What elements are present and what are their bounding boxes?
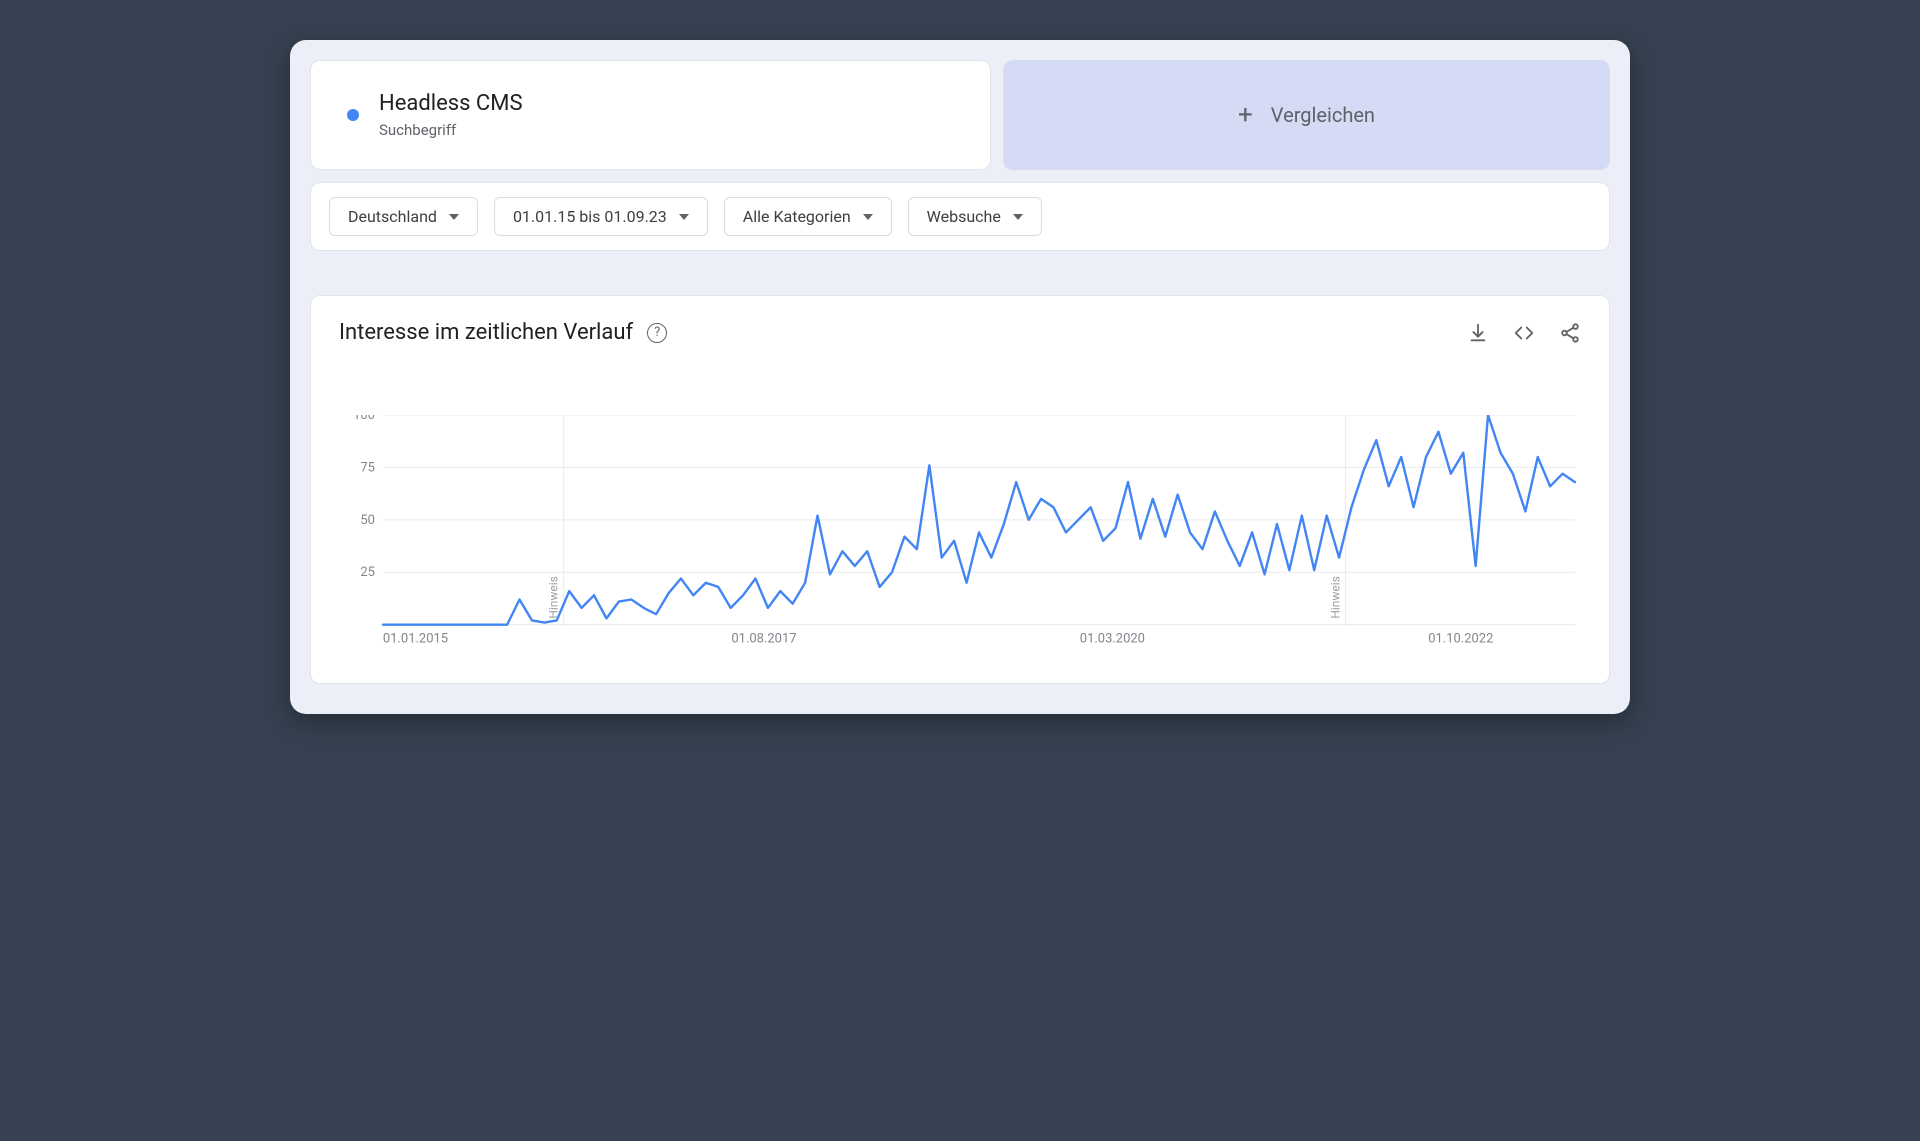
timerange-select[interactable]: 01.01.15 bis 01.09.23 bbox=[494, 197, 708, 236]
compare-row: Headless CMS Suchbegriff + Vergleichen bbox=[290, 40, 1630, 170]
share-icon[interactable] bbox=[1559, 322, 1581, 344]
svg-text:50: 50 bbox=[360, 513, 375, 528]
svg-text:01.10.2022: 01.10.2022 bbox=[1428, 632, 1493, 647]
timerange-label: 01.01.15 bis 01.09.23 bbox=[513, 207, 667, 226]
embed-icon[interactable] bbox=[1513, 322, 1535, 344]
svg-text:Hinweis: Hinweis bbox=[1328, 577, 1342, 620]
search-type-select[interactable]: Websuche bbox=[908, 197, 1042, 236]
svg-text:01.08.2017: 01.08.2017 bbox=[731, 632, 796, 647]
search-term-subtitle: Suchbegriff bbox=[379, 121, 523, 139]
chart-title: Interesse im zeitlichen Verlauf bbox=[339, 320, 633, 345]
filter-bar: Deutschland 01.01.15 bis 01.09.23 Alle K… bbox=[310, 182, 1610, 251]
search-type-label: Websuche bbox=[927, 207, 1001, 226]
svg-text:25: 25 bbox=[360, 566, 375, 581]
region-label: Deutschland bbox=[348, 207, 437, 226]
line-chart: 25 50 75 100 Hinweis Hinweis 01.01.2015 01.08.2… bbox=[339, 415, 1581, 655]
search-term-card[interactable]: Headless CMS Suchbegriff bbox=[310, 60, 991, 170]
chevron-down-icon bbox=[449, 214, 459, 220]
chevron-down-icon bbox=[679, 214, 689, 220]
chevron-down-icon bbox=[1013, 214, 1023, 220]
help-icon[interactable]: ? bbox=[647, 323, 667, 343]
chart-actions bbox=[1467, 322, 1581, 344]
category-select[interactable]: Alle Kategorien bbox=[724, 197, 892, 236]
download-icon[interactable] bbox=[1467, 322, 1489, 344]
svg-text:01.03.2020: 01.03.2020 bbox=[1080, 632, 1145, 647]
plus-icon: + bbox=[1238, 102, 1253, 128]
search-term-title: Headless CMS bbox=[379, 91, 523, 117]
chart-header: Interesse im zeitlichen Verlauf ? bbox=[339, 320, 1581, 345]
svg-text:Hinweis: Hinweis bbox=[547, 577, 561, 620]
chart-body: 25 50 75 100 Hinweis Hinweis 01.01.2015 01.08.2… bbox=[339, 415, 1581, 655]
interest-over-time-card: Interesse im zeitlichen Verlauf ? 25 50 75… bbox=[310, 295, 1610, 684]
region-select[interactable]: Deutschland bbox=[329, 197, 478, 236]
svg-text:01.01.2015: 01.01.2015 bbox=[383, 632, 448, 647]
search-term-text: Headless CMS Suchbegriff bbox=[379, 91, 523, 139]
category-label: Alle Kategorien bbox=[743, 207, 851, 226]
compare-label: Vergleichen bbox=[1271, 103, 1375, 127]
trends-app-frame: Headless CMS Suchbegriff + Vergleichen D… bbox=[290, 40, 1630, 714]
chevron-down-icon bbox=[863, 214, 873, 220]
svg-text:75: 75 bbox=[360, 461, 375, 476]
add-compare-button[interactable]: + Vergleichen bbox=[1003, 60, 1610, 170]
series-color-dot bbox=[347, 109, 359, 121]
svg-text:100: 100 bbox=[353, 415, 375, 423]
